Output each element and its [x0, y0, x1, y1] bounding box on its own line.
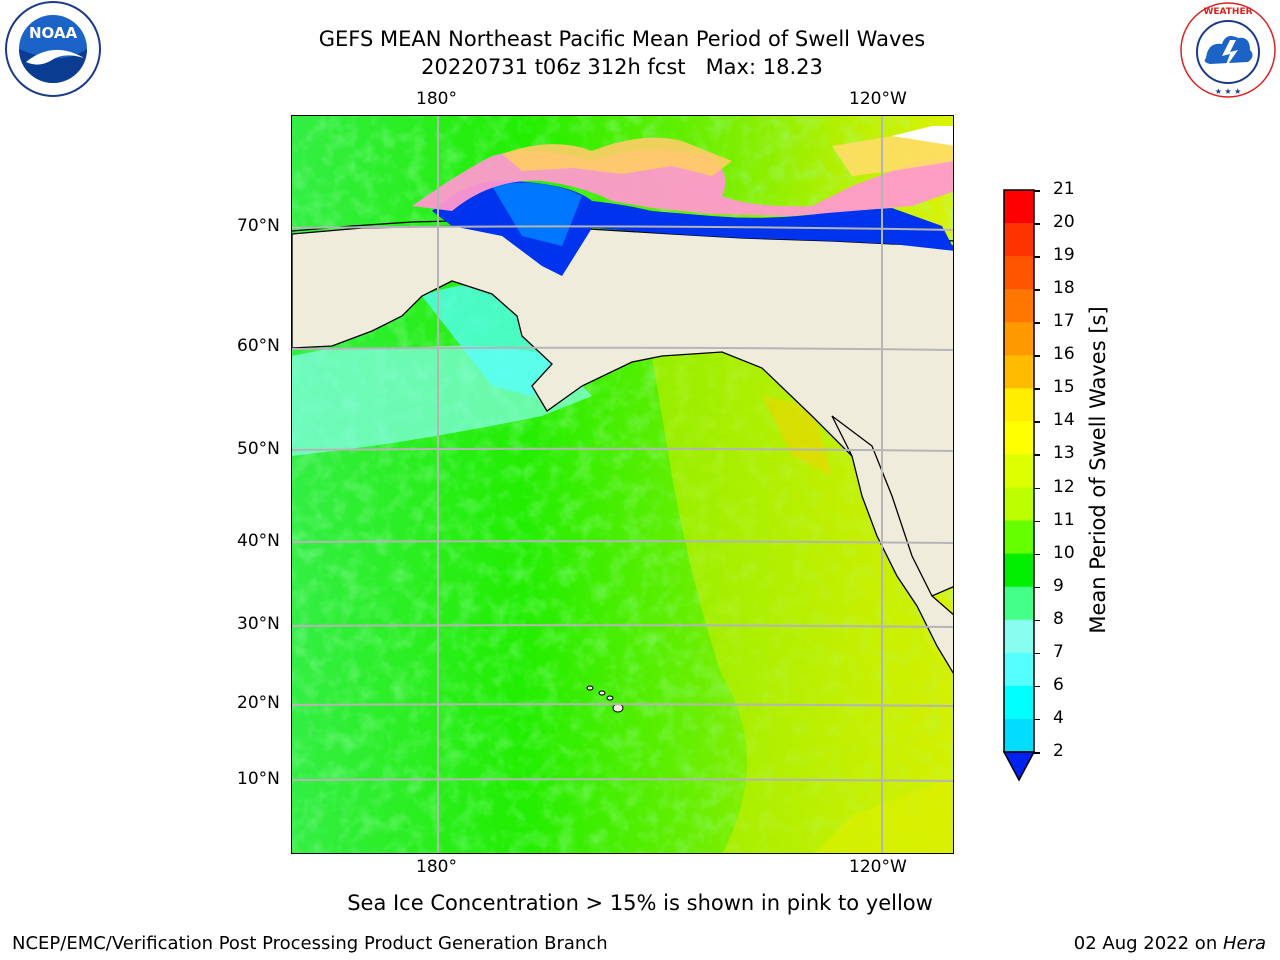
colorbar-tick-mark: [1034, 487, 1040, 490]
colorbar-extend-triangle: [1002, 751, 1036, 782]
colorbar-swatch: [1004, 223, 1034, 257]
graticule: [292, 116, 953, 853]
colorbar-tick-mark: [1034, 520, 1040, 523]
colorbar-tick-label: 9: [1053, 575, 1064, 596]
map-canvas: [292, 116, 953, 853]
colorbar-tick-mark: [1034, 454, 1040, 456]
sea-ice-caption: Sea Ice Concentration > 15% is shown in …: [347, 891, 933, 915]
colorbar-tick-label: 20: [1053, 212, 1075, 233]
colorbar-tick-label: 8: [1053, 608, 1064, 629]
colorbar-tick-label: 6: [1053, 674, 1064, 695]
colorbar-tick-label: 10: [1053, 542, 1075, 563]
footer-date: 02 Aug 2022 on Hera: [1074, 933, 1266, 954]
lon-label-top-120w: 120°W: [849, 89, 907, 109]
colorbar-swatch: [1004, 718, 1034, 753]
nws-seal-icon: WEATHER ★ ★ ★: [1180, 2, 1276, 98]
pacific-coast-landmass: [831, 415, 953, 674]
colorbar-tick-mark: [1034, 619, 1040, 622]
colorbar-tick-mark: [1034, 685, 1040, 688]
colorbar-swatch: [1004, 289, 1034, 323]
colorbar-tick-mark: [1034, 256, 1040, 258]
colorbar-tick-label: 16: [1053, 344, 1075, 365]
title-line-1: GEFS MEAN Northeast Pacific Mean Period …: [318, 27, 926, 51]
colorbar-tick-mark: [1034, 223, 1040, 225]
colorbar-tick-mark: [1034, 718, 1040, 721]
svg-text:★ ★ ★: ★ ★ ★: [1215, 87, 1242, 96]
footer-credit: NCEP/EMC/Verification Post Processing Pr…: [12, 933, 608, 954]
footer-date-text: 02 Aug 2022 on: [1073, 933, 1223, 954]
colorbar-tick-mark: [1034, 388, 1040, 390]
colorbar-tick-label: 2: [1053, 741, 1064, 761]
colorbar-label: Mean Period of Swell Waves [s]: [1086, 306, 1110, 634]
colorbar-swatch: [1004, 520, 1034, 555]
svg-text:NOAA: NOAA: [29, 24, 78, 42]
lat-label-20n: 20°N: [237, 693, 280, 713]
colorbar-tick-mark: [1034, 752, 1040, 754]
lat-label-70n: 70°N: [237, 216, 280, 236]
colorbar-swatch: [1004, 355, 1034, 389]
colorbar-swatch: [1004, 652, 1034, 687]
colorbar-tick-label: 4: [1053, 707, 1064, 728]
colorbar-swatch: [1004, 256, 1034, 290]
colorbar-swatch: [1004, 421, 1034, 455]
lat-label-10n: 10°N: [237, 769, 280, 789]
colorbar-tick-label: 21: [1053, 179, 1075, 199]
lon-label-bottom-120w: 120°W: [849, 857, 907, 877]
colorbar-swatch: [1004, 619, 1034, 654]
colorbar-swatch: [1004, 586, 1034, 621]
colorbar-swatch: [1004, 553, 1034, 588]
colorbar-tick-label: 13: [1053, 443, 1075, 464]
colorbar-swatch: [1004, 388, 1034, 422]
lat-label-30n: 30°N: [237, 614, 280, 634]
noaa-logo: NOAA: [4, 0, 102, 98]
noaa-seal-icon: NOAA: [5, 1, 101, 97]
colorbar-tick-mark: [1034, 190, 1040, 192]
colorbar-tick-mark: [1034, 553, 1040, 556]
hawaii-islands: [586, 685, 624, 713]
colorbar-swatch: [1004, 487, 1034, 522]
lat-label-60n: 60°N: [237, 336, 280, 356]
colorbar-tick-label: 19: [1053, 245, 1075, 266]
svg-text:WEATHER: WEATHER: [1203, 7, 1252, 17]
colorbar-tick-mark: [1034, 586, 1040, 589]
colorbar-swatches: [1002, 189, 1036, 782]
lon-label-bottom-180: 180°: [416, 857, 457, 877]
colorbar-swatch: [1004, 685, 1034, 720]
colorbar-tick-mark: [1034, 652, 1040, 655]
colorbar-tick-label: 12: [1053, 476, 1075, 497]
colorbar-tick-mark: [1034, 289, 1040, 291]
lat-label-50n: 50°N: [237, 439, 280, 459]
colorbar-tick-label: 14: [1053, 410, 1075, 431]
colorbar-tick-mark: [1034, 355, 1040, 357]
colorbar-tick-label: 15: [1053, 377, 1075, 398]
lon-label-top-180: 180°: [416, 89, 457, 109]
title-line-2: 20220731 t06z 312h fcst Max: 18.23: [421, 55, 823, 79]
colorbar-tick-mark: [1034, 421, 1040, 423]
colorbar-tick-label: 11: [1053, 509, 1075, 530]
colorbar-swatch: [1004, 190, 1034, 224]
colorbar-swatch: [1004, 454, 1034, 489]
colorbar-tick-label: 17: [1053, 311, 1075, 332]
colorbar: [1002, 189, 1036, 782]
colorbar-tick-label: 18: [1053, 278, 1075, 299]
colorbar-swatch: [1004, 322, 1034, 356]
lat-label-40n: 40°N: [237, 531, 280, 551]
colorbar-tick-mark: [1034, 322, 1040, 324]
swell-period-map: [291, 115, 954, 854]
nws-logo: WEATHER ★ ★ ★: [1178, 0, 1278, 100]
colorbar-tick-label: 7: [1053, 641, 1064, 662]
footer-machine: Hera: [1222, 933, 1266, 954]
